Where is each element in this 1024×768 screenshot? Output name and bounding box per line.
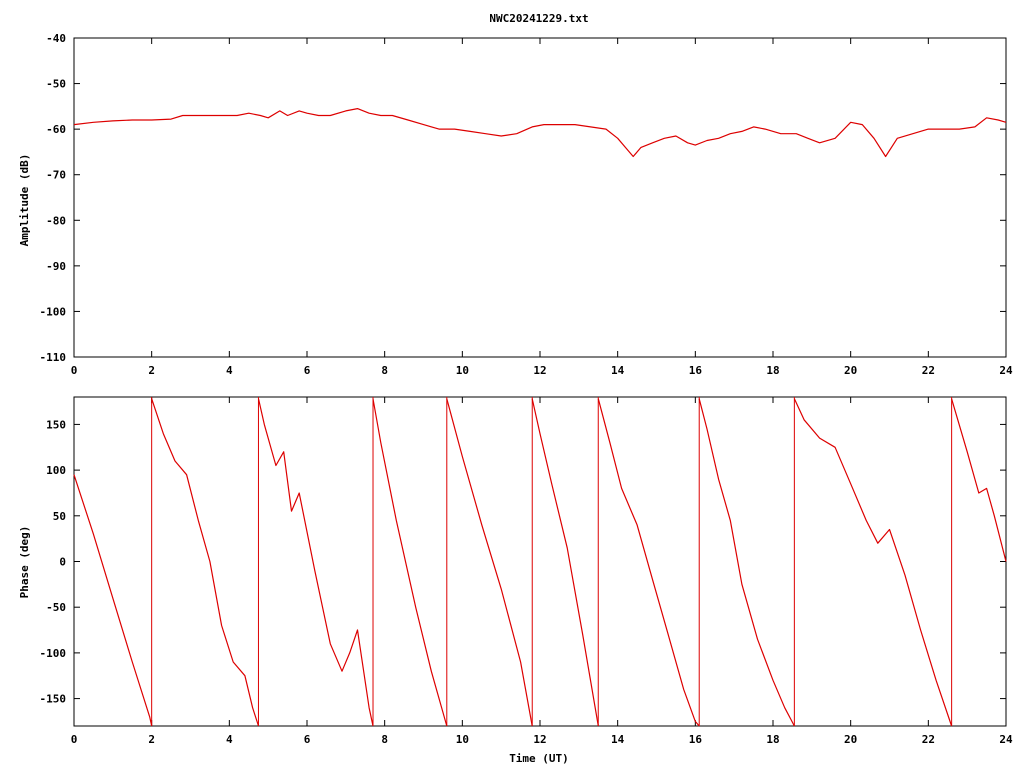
phase-xtick-label: 8 xyxy=(381,733,388,746)
phase-series-line-9 xyxy=(951,398,1007,562)
amplitude-panel: 0 2 4 6 8 10 12 14 16 18 20 22 24-40-50-60-70-80-90-… xyxy=(40,32,1013,377)
phase-xtick-label: 2 xyxy=(148,733,155,746)
phase-ylabel: Phase (deg) xyxy=(18,526,31,599)
amplitude-xtick-label: 4 xyxy=(226,364,233,377)
amplitude-ylabel: Amplitude (dB) xyxy=(18,154,31,247)
amplitude-xtick-label: 18 xyxy=(766,364,779,377)
phase-series-line-7 xyxy=(698,398,795,727)
amplitude-ytick-label: -90 xyxy=(46,260,66,273)
amplitude-xtick-label: 16 xyxy=(689,364,703,377)
amplitude-ytick-label: -110 xyxy=(40,351,67,364)
phase-xtick-label: 24 xyxy=(999,733,1013,746)
phase-xtick-label: 16 xyxy=(689,733,703,746)
phase-xtick-label: 10 xyxy=(456,733,469,746)
phase-xtick-label: 14 xyxy=(611,733,625,746)
amplitude-xtick-label: 12 xyxy=(533,364,546,377)
phase-ytick-label: 150 xyxy=(46,418,66,431)
amplitude-series-line-0 xyxy=(73,107,1007,158)
phase-ytick-label: 100 xyxy=(46,464,66,477)
phase-ytick-label: -150 xyxy=(40,693,67,706)
phase-xtick-label: 22 xyxy=(922,733,935,746)
amplitude-xtick-label: 24 xyxy=(999,364,1013,377)
phase-ytick-label: -50 xyxy=(46,601,66,614)
amplitude-xtick-label: 10 xyxy=(456,364,469,377)
amplitude-ytick-label: -100 xyxy=(40,305,67,318)
chart-title: NWC20241229.txt xyxy=(489,12,588,25)
phase-xtick-label: 12 xyxy=(533,733,546,746)
phase-xtick-label: 4 xyxy=(226,733,233,746)
phase-xtick-label: 20 xyxy=(844,733,857,746)
phase-xtick-label: 6 xyxy=(304,733,311,746)
amplitude-ytick-label: -60 xyxy=(46,123,66,136)
amplitude-xtick-label: 20 xyxy=(844,364,857,377)
amplitude-xtick-label: 22 xyxy=(922,364,935,377)
phase-series-line-0 xyxy=(73,474,153,727)
amplitude-ytick-label: -80 xyxy=(46,214,66,227)
phase-ytick-label: -100 xyxy=(40,647,67,660)
phase-xtick-label: 0 xyxy=(71,733,78,746)
phase-panel: 0 2 4 6 8 10 12 14 16 18 20 22 24150100500-50-100-15… xyxy=(40,396,1013,746)
phase-xtick-label: 18 xyxy=(766,733,779,746)
amplitude-ytick-label: -50 xyxy=(46,78,66,91)
amplitude-xtick-label: 6 xyxy=(304,364,311,377)
phase-series-line-6 xyxy=(597,398,700,727)
phase-ytick-label: 0 xyxy=(59,556,66,569)
amplitude-xtick-label: 8 xyxy=(381,364,388,377)
phase-xlabel: Time (UT) xyxy=(509,752,569,765)
phase-series-line-1 xyxy=(151,398,260,727)
amplitude-ytick-label: -40 xyxy=(46,32,66,45)
phase-ytick-label: 50 xyxy=(53,510,66,523)
phase-series-line-3 xyxy=(372,398,448,727)
phase-series-line-2 xyxy=(257,398,374,727)
phase-series-line-4 xyxy=(446,398,533,727)
amplitude-xtick-label: 0 xyxy=(71,364,78,377)
phase-series-line-8 xyxy=(793,398,953,727)
phase-series-line-5 xyxy=(531,398,599,727)
amplitude-ytick-label: -70 xyxy=(46,169,66,182)
amplitude-xtick-label: 2 xyxy=(148,364,155,377)
amplitude-xtick-label: 14 xyxy=(611,364,625,377)
